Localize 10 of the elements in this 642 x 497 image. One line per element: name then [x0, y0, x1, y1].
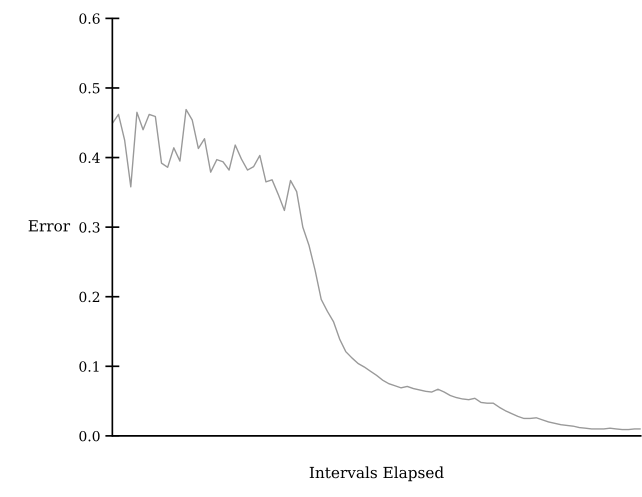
x-axis-title: Intervals Elapsed: [310, 466, 444, 482]
y-tick-label: 0.2: [79, 292, 100, 302]
line-series: [112, 108, 641, 430]
y-tick-label: 0.1: [79, 361, 99, 372]
y-tick-label: 0.6: [79, 13, 100, 24]
y-tick-label: 0.4: [79, 152, 100, 164]
y-axis-title: Error: [28, 220, 70, 232]
y-tick-label: 0.0: [79, 430, 100, 442]
y-tick-label: 0.3: [79, 222, 100, 233]
y-tick-label: 0.5: [79, 82, 100, 94]
